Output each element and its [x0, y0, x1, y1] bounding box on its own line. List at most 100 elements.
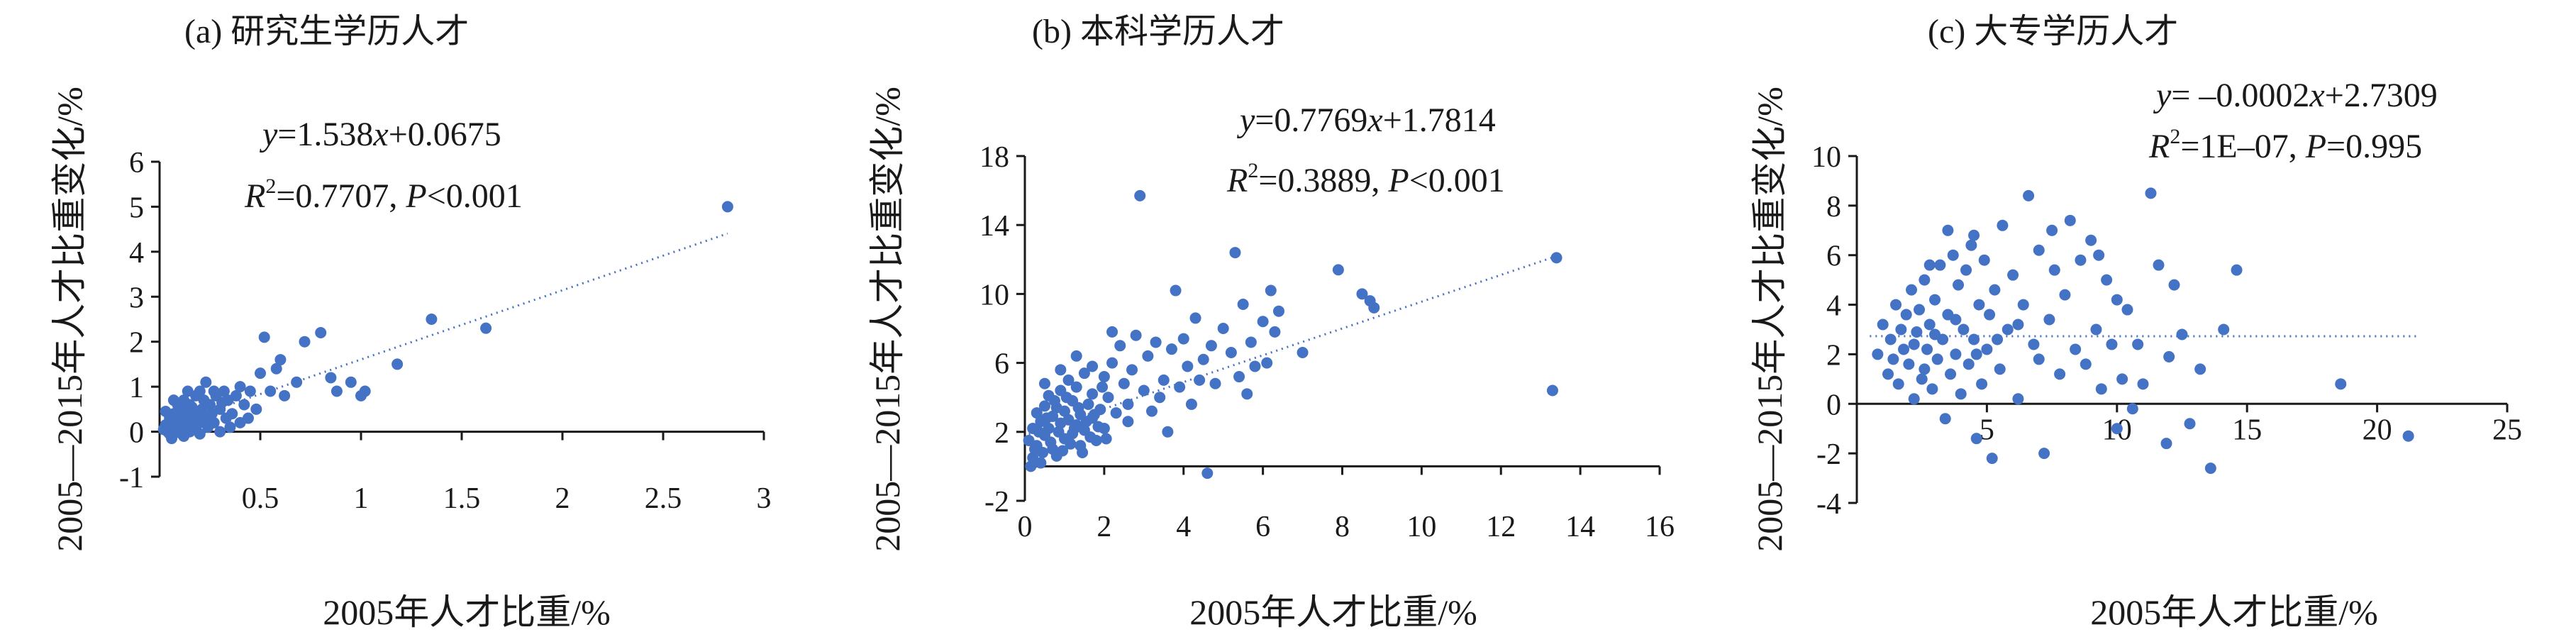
chart-c-point — [1962, 358, 1975, 370]
chart-a-point — [315, 327, 327, 339]
chart-b-point — [1106, 326, 1118, 338]
chart-b-point — [1068, 422, 1080, 434]
chart-a-point — [226, 408, 238, 420]
chart-c-point — [2046, 224, 2058, 236]
chart-b-xtick-label: 16 — [1645, 511, 1675, 543]
chart-c-point — [1926, 383, 1938, 395]
chart-b-point — [1102, 392, 1114, 404]
chart-a-xtick-label: 1 — [354, 482, 369, 515]
chart-c-point — [1968, 229, 1980, 241]
chart-c-point — [1884, 333, 1897, 345]
chart-a-point — [230, 389, 242, 401]
chart-b-point — [1087, 388, 1099, 400]
chart-c-xtick-label: 5 — [1980, 414, 1994, 446]
chart-c-point — [1965, 239, 1977, 251]
chart-c-ytick-label: 6 — [1826, 240, 1841, 273]
chart-a-point — [721, 201, 733, 213]
chart-a-point — [218, 385, 230, 397]
chart-c-point — [1919, 274, 1931, 286]
chart-c-point — [1898, 343, 1910, 355]
chart-a-xtick-label: 2.5 — [645, 482, 682, 515]
chart-b-point — [1368, 301, 1380, 314]
chart-a-point — [250, 403, 262, 415]
chart-b-ylabel: 2005—2015年人才比重变化/% — [867, 87, 907, 552]
chart-a-point — [291, 376, 303, 388]
chart-c-point — [1877, 318, 1889, 331]
chart-a-xtick-label: 1.5 — [443, 482, 481, 515]
chart-c-point — [1955, 388, 1967, 400]
chart-b-point — [1033, 426, 1045, 438]
chart-b-point — [1110, 407, 1122, 419]
chart-c-point — [2017, 299, 2029, 311]
chart-c-point — [1908, 338, 1920, 350]
chart-b-point — [1118, 377, 1130, 389]
chart-b-point — [1233, 371, 1245, 383]
chart-b-point — [1273, 305, 1284, 317]
chart-c-point — [2048, 264, 2060, 276]
chart-a-point — [299, 336, 311, 348]
chart-c-point — [2007, 269, 2019, 281]
chart-c-point — [2106, 338, 2118, 350]
chart-c-point — [2121, 304, 2133, 316]
chart-b-point — [1087, 360, 1099, 372]
chart-b-point — [1217, 323, 1229, 334]
chart-a-point — [242, 412, 254, 424]
chart-a-point — [279, 389, 291, 401]
chart-c-point — [1945, 368, 1957, 380]
chart-c-point — [1968, 333, 1980, 345]
chart-b-xlabel: 2005年人才比重/% — [1189, 592, 1477, 632]
chart-a-title: (a) 研究生学历人才 — [184, 13, 469, 50]
chart-b-point — [1546, 384, 1558, 397]
chart-b-point — [1122, 416, 1134, 428]
chart-b-point — [1257, 316, 1269, 328]
chart-a-point — [258, 331, 270, 343]
chart-c-point — [1914, 304, 1926, 316]
chart-b-point — [1072, 401, 1084, 414]
chart-c-point — [1950, 314, 1962, 326]
chart-c-point — [1911, 326, 1923, 338]
chart-a-point — [190, 423, 202, 436]
chart-c-point — [1960, 264, 1972, 276]
chart-b-point — [1269, 326, 1281, 338]
chart-b-point — [1106, 357, 1118, 369]
chart-b-point — [1065, 438, 1077, 450]
chart-b-point — [1154, 392, 1166, 404]
chart-c-xtick-label: 20 — [2363, 414, 2392, 446]
chart-c-point — [2184, 418, 2196, 430]
chart-b-point — [1062, 374, 1075, 386]
chart-b-xtick-label: 12 — [1486, 511, 1516, 543]
chart-b-point — [1229, 247, 1241, 259]
chart-a-point — [216, 397, 228, 409]
chart-b-point — [1057, 445, 1069, 457]
chart-c-xtick-label: 25 — [2492, 414, 2522, 446]
chart-c-point — [2163, 350, 2175, 362]
chart-a-ytick-label: 2 — [129, 327, 144, 360]
chart-b-point — [1130, 329, 1142, 341]
chart-b-xtick-label: 0 — [1018, 511, 1033, 543]
chart-b-point — [1035, 457, 1047, 469]
chart-a-point — [176, 428, 188, 440]
chart-c-point — [2168, 279, 2180, 291]
chart-b-point — [1080, 416, 1092, 428]
chart-c-point — [1973, 299, 1985, 311]
chart-c-point — [2204, 462, 2216, 475]
chart-c-point — [1890, 299, 1902, 311]
chart-b-point — [1100, 433, 1112, 445]
chart-c-point — [1953, 279, 1965, 291]
chart-c-point — [1903, 358, 1915, 370]
chart-b-point — [1245, 336, 1257, 348]
chart-b-point — [1084, 431, 1097, 443]
chart-c-point — [2160, 438, 2172, 450]
chart-c-point — [2059, 289, 2071, 301]
chart-c-point — [2101, 274, 2113, 286]
chart-c-ylabel: 2005—2015年人才比重变化/% — [1750, 87, 1789, 552]
chart-b-point — [1092, 421, 1104, 433]
chart-c-point — [2043, 314, 2055, 326]
chart-c-point — [2033, 244, 2045, 256]
chart-c-points — [1872, 187, 2414, 475]
chart-b-xtick-label: 2 — [1097, 511, 1111, 543]
chart-b-point — [1055, 364, 1067, 376]
chart-c-point — [1950, 348, 1962, 360]
chart-c-ytick-label: 8 — [1826, 191, 1841, 223]
chart-b-point — [1037, 446, 1049, 458]
